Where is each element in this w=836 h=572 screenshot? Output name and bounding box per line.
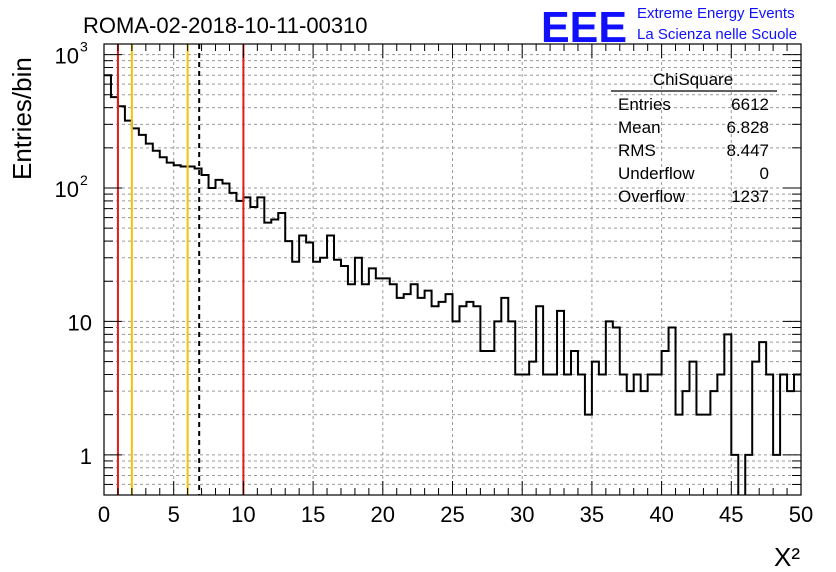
x-tick-label: 50 xyxy=(789,502,813,527)
eee-logo-line2: La Scienza nelle Scuole xyxy=(637,26,797,43)
stats-label-overflow: Overflow xyxy=(618,187,686,206)
axis-ticks xyxy=(103,44,802,496)
x-tick-label: 40 xyxy=(649,502,673,527)
y-tick-label: 10 xyxy=(55,44,79,69)
y-tick-label: 10 xyxy=(55,177,79,202)
x-tick-label: 30 xyxy=(510,502,534,527)
x-tick-label: 35 xyxy=(580,502,604,527)
x-axis-label: X² xyxy=(774,542,800,572)
x-tick-label: 0 xyxy=(98,502,110,527)
stats-box: ChiSquare Entries 6612 Mean 6.828 RMS 8.… xyxy=(611,70,777,206)
x-tick-label: 45 xyxy=(719,502,743,527)
x-tick-label: 5 xyxy=(168,502,180,527)
chart-title: ROMA-02-2018-10-11-00310 xyxy=(83,13,368,38)
x-tick-label: 25 xyxy=(440,502,464,527)
x-tick-label: 15 xyxy=(301,502,325,527)
histogram-area xyxy=(104,74,801,495)
stats-title: ChiSquare xyxy=(653,70,733,89)
stats-value-mean: 6.828 xyxy=(726,118,769,137)
eee-logo-line1: Extreme Energy Events xyxy=(637,5,795,22)
y-tick-exponent: 2 xyxy=(80,172,88,188)
marker-lines xyxy=(116,44,245,495)
x-tick-label: 20 xyxy=(371,502,395,527)
stats-label-mean: Mean xyxy=(618,118,661,137)
stats-value-entries: 6612 xyxy=(731,95,769,114)
stats-label-underflow: Underflow xyxy=(618,164,695,183)
eee-logo: EEE Extreme Energy Events La Scienza nel… xyxy=(541,3,797,52)
stats-value-underflow: 0 xyxy=(760,164,769,183)
histogram-line xyxy=(104,74,801,495)
x-tick-label: 10 xyxy=(231,502,255,527)
stats-label-entries: Entries xyxy=(618,95,671,114)
stats-value-rms: 8.447 xyxy=(726,141,769,160)
y-tick-label: 10 xyxy=(68,310,92,335)
y-tick-label: 1 xyxy=(80,444,92,469)
y-tick-exponent: 3 xyxy=(80,39,88,55)
stats-label-rms: RMS xyxy=(618,141,656,160)
plot-grid xyxy=(104,44,801,496)
eee-logo-mark: EEE xyxy=(541,3,627,52)
y-axis-label: Entries/bin xyxy=(7,57,37,180)
stats-value-overflow: 1237 xyxy=(731,187,769,206)
